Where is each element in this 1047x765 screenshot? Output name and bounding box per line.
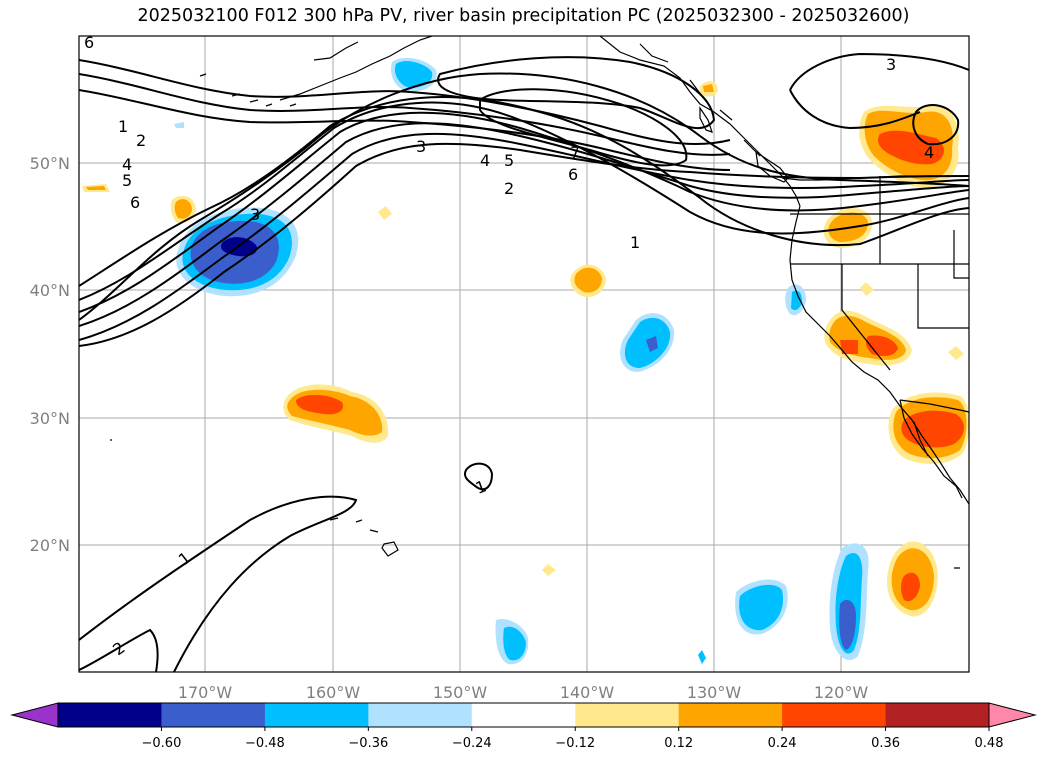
pv-contour-small (912, 104, 960, 146)
lat-tick-label: 20°N (30, 536, 70, 555)
colorbar-tick-label: −0.36 (348, 736, 388, 751)
pv-contour-1-south-west (79, 495, 358, 672)
precip-region-positive-hawaii-north (283, 384, 389, 443)
contour-label: 6 (130, 193, 140, 212)
colorbar-tick-label: 0.24 (768, 736, 797, 751)
lat-tick-label: 30°N (30, 409, 70, 428)
pv-contour-7-loop (479, 88, 688, 167)
pv-contour-upper-1 (79, 59, 731, 145)
precip-region-positive-dot5 (948, 346, 964, 360)
contour-label: 7 (570, 143, 580, 162)
map-title: 2025032100 F012 300 hPa PV, river basin … (137, 6, 910, 26)
precip-region-negative-south3 (829, 543, 869, 661)
contour-label: 2 (504, 179, 514, 198)
colorbar-tick-label: −0.12 (555, 736, 595, 751)
contour-label: 5 (504, 151, 514, 170)
map-background (79, 36, 969, 672)
contour-label: 4 (480, 151, 490, 170)
lon-tick-label: 170°W (178, 683, 233, 702)
precip-region-positive-dot2 (542, 564, 556, 576)
lon-tick-label: 160°W (306, 683, 361, 702)
colorbar-segment (471, 703, 576, 727)
pv-contour-3-canada (789, 52, 969, 91)
precip-region-positive-small-west (170, 195, 196, 224)
precip-region-negative-south1 (495, 618, 529, 665)
contour-labels: 1 2 3 4 5 6 7 1 2 4 5 6 1 2 3 6 3 4 1 (84, 33, 934, 659)
contour-label: 6 (84, 33, 94, 52)
precip-region-positive-canada (859, 105, 959, 189)
pv-contour-6 (79, 142, 969, 347)
colorbar-segment (678, 703, 783, 727)
contour-label: 3 (250, 205, 260, 224)
lon-tick-labels: 170°W 160°W 150°W 140°W 130°W 120°W (178, 683, 869, 702)
colorbar-segment (264, 703, 369, 727)
pv-contour-4 (79, 122, 969, 327)
pv-contour-3-loop (437, 56, 716, 130)
pv-contour-upper-2 (79, 73, 731, 156)
precip-region-negative-south2 (735, 579, 788, 635)
colorbar-segment (58, 703, 162, 727)
colorbar-segment (782, 703, 887, 727)
map-content: 1 2 3 4 5 6 7 1 2 4 5 6 1 2 3 6 3 4 1 (79, 33, 969, 672)
colorbar: −0.60 −0.48 −0.36 −0.24 −0.12 0.12 0.24 0.36 0.4… (10, 702, 1037, 751)
colorbar-extend-low (10, 702, 59, 728)
colorbar-border (57, 702, 990, 728)
contour-label: 6 (568, 165, 578, 184)
pv-contour-upper-3 (79, 89, 731, 171)
precip-region-negative-coast-core (791, 290, 802, 310)
lat-tick-labels: 50°N 40°N 30°N 20°N (30, 154, 70, 555)
precip-region-negative-central (620, 313, 675, 372)
pv-contour-1 (79, 72, 969, 321)
pv-contour-5 (79, 132, 969, 341)
lon-tick-label: 150°W (433, 683, 488, 702)
colorbar-tick-label: 0.36 (871, 736, 900, 751)
colorbar-tick-label: 0.48 (975, 736, 1004, 751)
precip-region-positive-central (570, 264, 606, 298)
contour-label: 3 (886, 55, 896, 74)
precip-region-positive-california (824, 310, 912, 366)
contour-label: 1 (630, 233, 640, 252)
colorbar-tick-label: −0.48 (245, 736, 285, 751)
contour-label: 4 (924, 143, 934, 162)
pv-contours (79, 52, 969, 672)
map-frame (78, 35, 970, 673)
colorbar-tick-label: −0.24 (452, 736, 492, 751)
contour-label: 3 (416, 137, 426, 156)
precip-region-positive-dot1 (378, 206, 392, 220)
colorbar-tick-label: 0.12 (664, 736, 693, 751)
colorbar-segment (575, 703, 680, 727)
colorbar-segment (368, 703, 473, 727)
pv-contour-3-canada-b (789, 89, 921, 130)
contour-label: 2 (136, 131, 146, 150)
precip-region-positive-dot4 (860, 282, 874, 296)
lon-tick-label: 120°W (814, 683, 869, 702)
precip-region-negative-dot (698, 650, 706, 664)
pv-contour-3 (79, 111, 969, 313)
lat-tick-label: 50°N (30, 154, 70, 173)
lat-tick-label: 40°N (30, 281, 70, 300)
pv-contour-2-south-west (79, 628, 159, 672)
lon-tick-label: 140°W (560, 683, 615, 702)
lon-tick-label: 130°W (687, 683, 742, 702)
precip-region-positive-south (886, 541, 938, 617)
precip-region-negative-dot2 (174, 122, 184, 128)
precip-region-positive-edge-core (86, 186, 106, 190)
contour-label: 4 (122, 155, 132, 174)
contour-label: 1 (118, 117, 128, 136)
pv-contour-1-small-loop (464, 462, 494, 491)
contour-label: 5 (122, 171, 132, 190)
colorbar-tick-label: −0.60 (142, 736, 182, 751)
precip-region-positive-arizona (888, 392, 969, 464)
colorbar-segment (885, 703, 990, 727)
colorbar-segment (161, 703, 266, 727)
precip-region-positive-dot3-core (703, 84, 714, 92)
colorbar-extend-high (988, 702, 1037, 728)
